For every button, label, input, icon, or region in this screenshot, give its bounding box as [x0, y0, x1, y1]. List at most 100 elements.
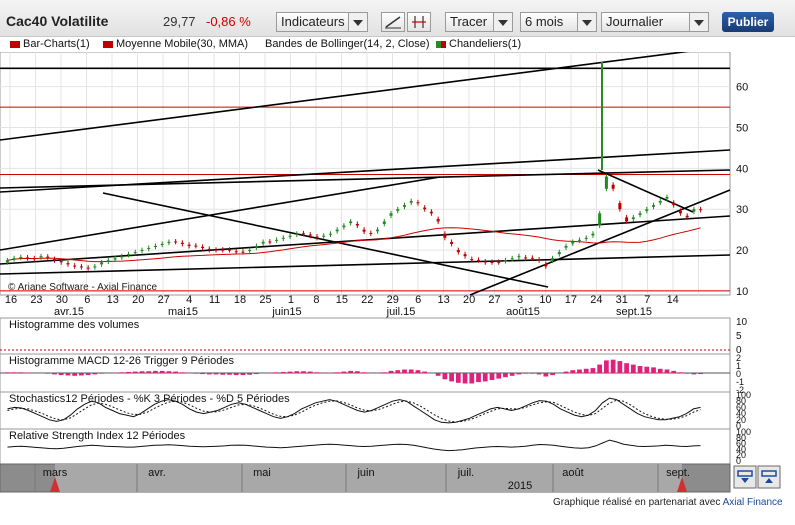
macd-bar — [5, 372, 10, 373]
navigator-right-handle[interactable] — [677, 477, 687, 492]
maximize-button[interactable] — [733, 465, 757, 489]
navigator-year: 2015 — [508, 480, 532, 492]
trend-line[interactable] — [0, 52, 730, 141]
candle-body — [625, 217, 629, 222]
y-tick-label: 0 — [736, 345, 742, 356]
macd-bar — [482, 373, 488, 382]
instrument-title: Cac40 Volatilite — [6, 13, 109, 29]
macd-bar — [684, 373, 690, 374]
legend-swatch — [103, 40, 113, 48]
macd-bar — [72, 373, 78, 376]
candle-body — [187, 244, 191, 246]
frequency-select[interactable]: Journalier — [601, 12, 709, 32]
trend-line[interactable] — [102, 192, 549, 288]
navigator-panel[interactable]: mars avr. mai juin juil. août sept. 2015 — [0, 463, 731, 493]
macd-bar — [408, 369, 414, 373]
candle-body — [194, 245, 198, 247]
x-tick-label: 10 — [539, 294, 551, 306]
macd-bar — [92, 373, 98, 375]
month-labels: avr.15 mai15 juin15 juil.15 août15 sept.15 — [54, 306, 652, 318]
macd-panel: Histogramme MACD 12-26 Trigger 9 Période… — [0, 353, 744, 395]
macd-bar — [509, 373, 515, 376]
candle-body — [281, 237, 285, 239]
chevron-down-icon — [348, 13, 367, 31]
trend-line-icon — [385, 16, 401, 29]
indicators-dropdown[interactable]: Indicateurs — [276, 12, 368, 32]
legend-item-bollinger[interactable]: Bandes de Bollinger(14, 2, Close) — [265, 38, 429, 50]
chevron-down-icon — [493, 13, 512, 31]
minimize-button[interactable] — [757, 465, 781, 489]
trend-line[interactable] — [0, 254, 731, 275]
candle-body — [618, 203, 622, 210]
x-tick-label: 25 — [259, 294, 271, 306]
trend-line[interactable] — [0, 169, 731, 189]
candle-body — [396, 209, 400, 211]
rsi-title: Relative Strength Index 12 Périodes — [9, 430, 186, 442]
macd-bar — [577, 369, 582, 373]
candle-body — [584, 237, 588, 239]
month-label: juil.15 — [386, 306, 416, 318]
macd-bar — [132, 371, 138, 373]
rsi-panel: Relative Strength Index 12 Périodes 1008… — [0, 427, 751, 466]
trend-line-button[interactable] — [381, 12, 405, 32]
y-tick-label: 50 — [736, 123, 748, 135]
candle-body — [530, 257, 534, 259]
candle-body — [436, 219, 440, 222]
macd-bar — [523, 373, 528, 374]
y-tick-label: 60 — [736, 439, 746, 449]
x-tick-label: 16 — [5, 294, 17, 306]
trend-line[interactable] — [469, 189, 731, 296]
stochastics-title: Stochastics12 Périodes - %K 3 Périodes -… — [9, 393, 290, 405]
month-label: juin15 — [271, 306, 301, 318]
partner-link[interactable]: Axial Finance — [722, 497, 783, 508]
navigator-left-handle[interactable] — [50, 477, 60, 492]
x-tick-label: 15 — [336, 294, 348, 306]
y-tick-label: 2 — [736, 353, 741, 363]
macd-bar — [321, 372, 327, 374]
macd-bar — [328, 372, 333, 374]
macd-bar — [31, 373, 37, 374]
legend-item-bar-charts[interactable]: Bar-Charts(1) — [10, 38, 90, 50]
x-tick-label: 8 — [313, 294, 319, 306]
navigator-selection[interactable] — [55, 464, 682, 492]
candle-body — [248, 250, 252, 252]
x-tick-label: 23 — [30, 294, 42, 306]
x-tick-label: 20 — [463, 294, 475, 306]
candlesticks — [5, 174, 703, 271]
macd-bar — [173, 371, 178, 373]
macd-bar — [644, 366, 650, 373]
y-tick-label: 0 — [736, 456, 741, 466]
navigator-month-label: mars — [43, 467, 68, 479]
fork-tool-button[interactable] — [407, 12, 431, 32]
publish-button[interactable]: Publier — [722, 12, 774, 32]
candle-body — [268, 241, 272, 243]
draw-dropdown[interactable]: Tracer — [445, 12, 513, 32]
macd-bar — [429, 373, 434, 374]
navigator-month-label: juin — [356, 467, 374, 479]
month-label: sept.15 — [616, 306, 652, 318]
candle-body — [571, 241, 575, 244]
macd-bar — [99, 373, 104, 374]
candle-body — [174, 241, 178, 243]
trend-line[interactable] — [0, 176, 441, 251]
macd-bar — [691, 373, 697, 375]
candle-body — [79, 266, 83, 268]
trend-line[interactable] — [597, 169, 694, 213]
y-tick-label: 10 — [736, 286, 748, 298]
candle-body — [201, 246, 205, 249]
candle-body — [692, 209, 696, 212]
macd-bar — [200, 373, 205, 375]
macd-bar — [65, 373, 71, 376]
legend-item-moving-average[interactable]: Moyenne Mobile(30, MMA) — [103, 38, 248, 50]
period-select[interactable]: 6 mois — [520, 12, 597, 32]
stochastic-k-line — [7, 397, 701, 424]
macd-bar — [206, 373, 212, 375]
y-tick-label: 1 — [736, 361, 741, 371]
navigator-month-label: sept. — [666, 467, 690, 479]
rsi-line — [7, 439, 701, 452]
last-price: 29,77 — [163, 14, 196, 29]
legend-item-candles[interactable]: Chandeliers(1) — [436, 38, 521, 50]
candle-body — [234, 251, 238, 253]
